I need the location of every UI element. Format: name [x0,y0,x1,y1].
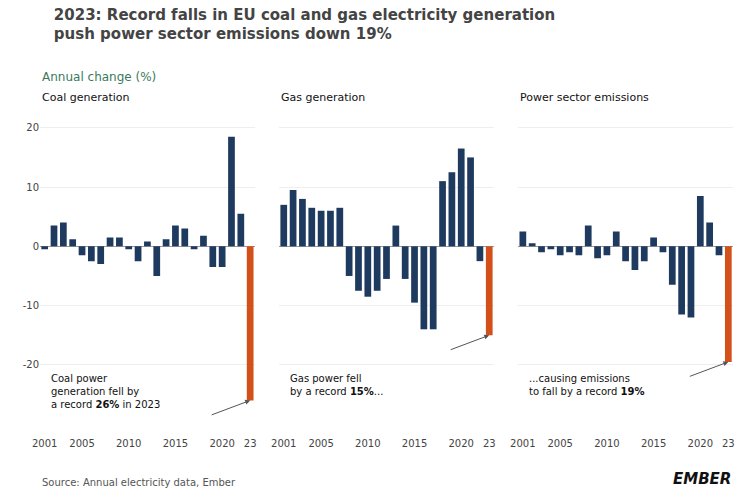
svg-text:2005: 2005 [69,438,94,449]
svg-text:10: 10 [26,182,39,193]
svg-text:2015: 2015 [402,438,427,449]
svg-text:23: 23 [483,438,496,449]
svg-text:-10: -10 [23,300,39,311]
svg-text:2001: 2001 [510,438,535,449]
svg-text:2020: 2020 [209,438,234,449]
svg-text:Source: Annual electricity dat: Source: Annual electricity data, Ember [42,477,236,488]
svg-text:Gas power fellby a record 15%.: Gas power fellby a record 15%... [290,373,383,397]
svg-text:-20: -20 [23,359,39,370]
svg-text:23: 23 [722,438,735,449]
svg-text:2001: 2001 [32,438,57,449]
svg-text:2010: 2010 [594,438,619,449]
svg-text:2005: 2005 [308,438,333,449]
svg-text:Annual change (%): Annual change (%) [42,70,156,84]
svg-text:2001: 2001 [271,438,296,449]
svg-text:2010: 2010 [355,438,380,449]
svg-text:0: 0 [33,241,39,252]
svg-text:Coal powergeneration fell bya: Coal powergeneration fell bya record 26%… [51,373,160,410]
svg-text:2023: Record falls in EU coal: 2023: Record falls in EU coal and gas el… [54,6,555,44]
svg-text:EMBER: EMBER [673,470,731,488]
svg-text:...causing emissionsto fall by: ...causing emissionsto fall by a record … [529,373,644,397]
svg-text:Power sector emissions: Power sector emissions [520,91,649,104]
svg-text:23: 23 [244,438,257,449]
svg-text:2005: 2005 [547,438,572,449]
svg-text:Coal generation: Coal generation [42,91,130,104]
svg-text:2010: 2010 [116,438,141,449]
svg-text:2015: 2015 [163,438,188,449]
svg-text:20: 20 [26,122,39,133]
svg-text:2020: 2020 [448,438,473,449]
svg-text:2015: 2015 [641,438,666,449]
svg-text:2020: 2020 [688,438,713,449]
svg-text:Gas generation: Gas generation [281,91,365,104]
